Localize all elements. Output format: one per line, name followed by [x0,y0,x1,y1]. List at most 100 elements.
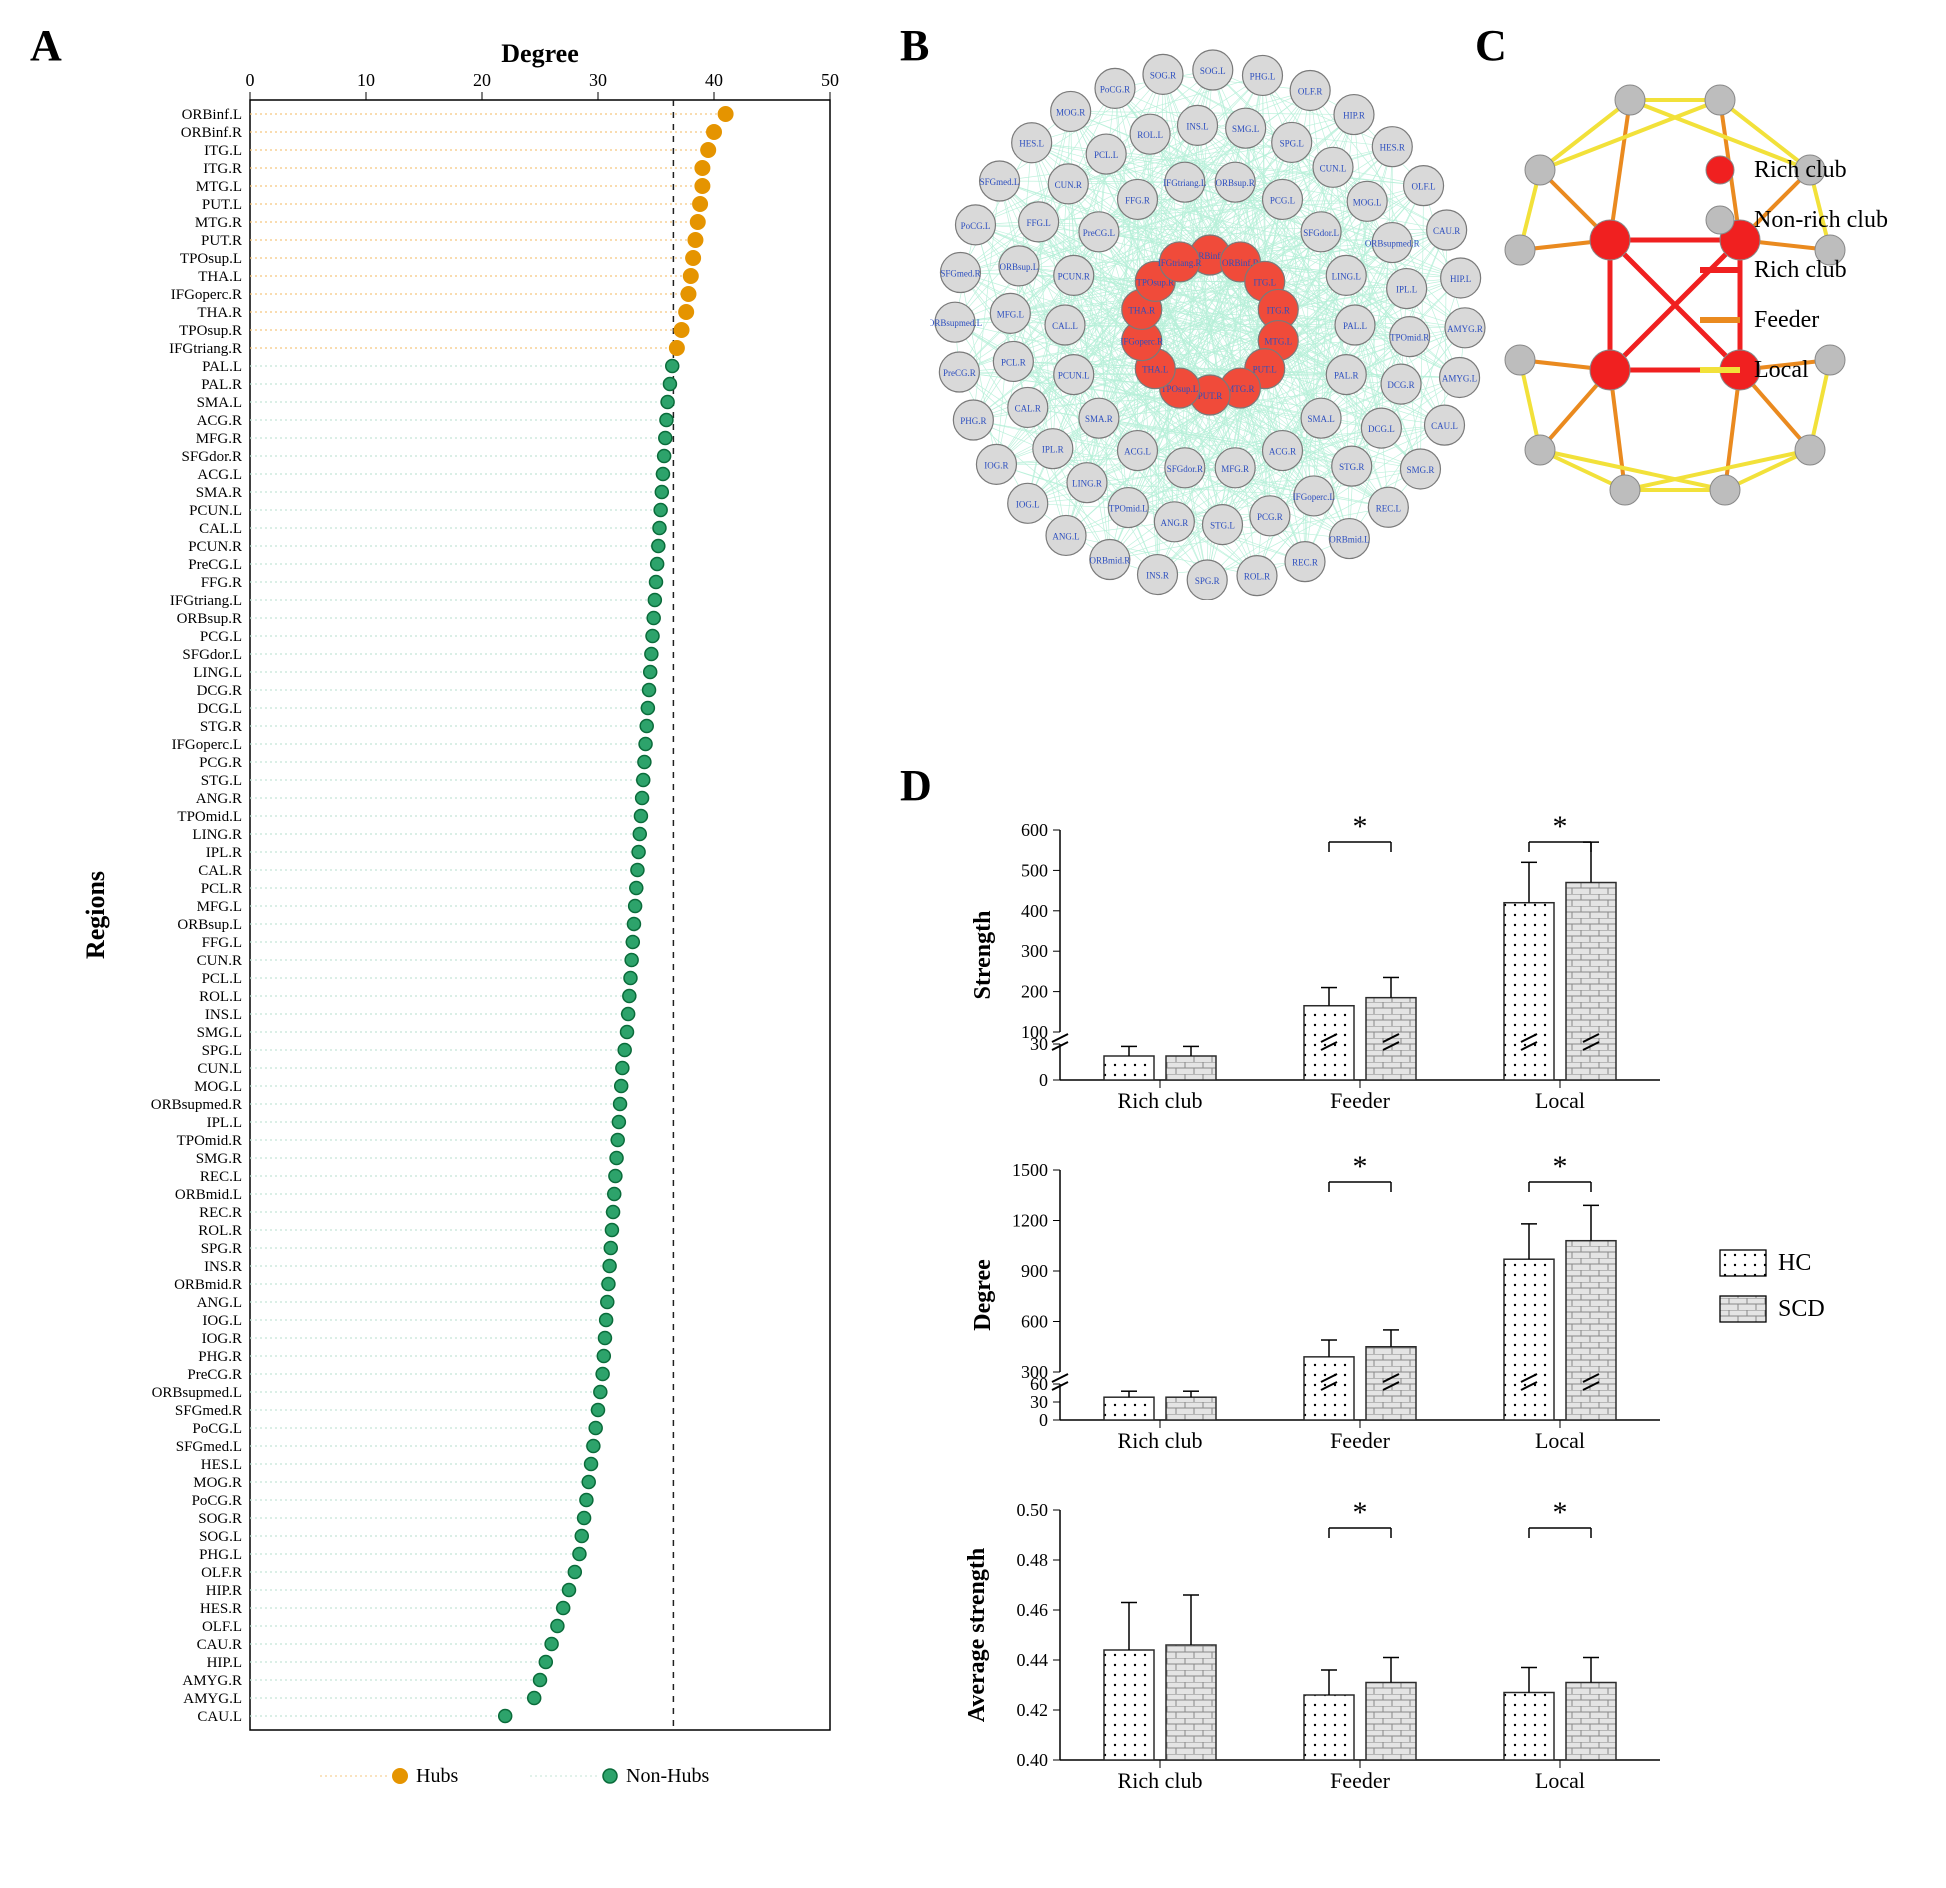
svg-text:40: 40 [705,70,723,90]
svg-text:DCG.R: DCG.R [197,683,242,699]
svg-text:INS.L: INS.L [205,1007,242,1023]
panel-label-a: A [30,20,62,71]
svg-text:SMA.L: SMA.L [197,395,242,411]
svg-text:SPG.L: SPG.L [202,1043,242,1059]
svg-text:SOG.L: SOG.L [1200,66,1226,76]
svg-text:OLF.L: OLF.L [202,1619,242,1635]
svg-text:0.42: 0.42 [1017,1700,1049,1720]
svg-text:*: * [1353,1496,1368,1529]
svg-text:PreCG.R: PreCG.R [943,368,976,378]
svg-text:CAU.L: CAU.L [197,1709,242,1725]
svg-text:600: 600 [1021,1312,1048,1332]
svg-text:IFGoperc.R: IFGoperc.R [1120,337,1163,347]
svg-text:ORBsup.R: ORBsup.R [177,611,242,627]
svg-text:DCG.R: DCG.R [1387,380,1414,390]
svg-text:AMYG.L: AMYG.L [183,1691,242,1707]
svg-text:ORBsup.R: ORBsup.R [1216,178,1255,188]
svg-text:IOG.R: IOG.R [984,460,1008,470]
svg-text:AMYG.R: AMYG.R [1447,324,1483,334]
svg-text:FFG.R: FFG.R [201,575,242,591]
svg-text:FFG.L: FFG.L [1026,218,1050,228]
svg-text:Rich club: Rich club [1118,1428,1203,1453]
svg-text:DCG.L: DCG.L [197,701,242,717]
svg-text:SPG.R: SPG.R [1195,576,1220,586]
svg-text:ANG.R: ANG.R [196,791,242,807]
svg-text:PCG.L: PCG.L [200,629,242,645]
svg-text:PCL.R: PCL.R [201,881,242,897]
svg-text:SFGdor.R: SFGdor.R [182,449,242,465]
panel-a-chart: 01020304050DegreeORBinf.LORBinf.RITG.LIT… [70,40,850,1840]
svg-text:400: 400 [1021,901,1048,921]
svg-text:SPG.L: SPG.L [1280,138,1304,148]
svg-text:IFGoperc.L: IFGoperc.L [172,737,242,753]
panel-c-schematic: Rich clubNon-rich clubRich clubFeederLoc… [1480,40,1930,570]
svg-text:PCG.R: PCG.R [1257,512,1283,522]
svg-text:ORBmid.R: ORBmid.R [1089,556,1130,566]
panel-d-charts: 030100200300400500600StrengthRich clubFe… [960,810,1930,1860]
svg-text:THA.R: THA.R [197,305,242,321]
svg-text:LING.R: LING.R [192,827,242,843]
svg-text:ORBsupmed.R: ORBsupmed.R [1365,239,1420,249]
svg-text:HIP.R: HIP.R [206,1583,242,1599]
svg-text:PUT.L: PUT.L [202,197,242,213]
svg-text:SOG.L: SOG.L [199,1529,242,1545]
svg-text:ORBsup.L: ORBsup.L [177,917,242,933]
svg-text:TPOmid.L: TPOmid.L [1109,504,1148,514]
svg-text:Non-rich club: Non-rich club [1754,207,1888,233]
svg-text:30: 30 [589,70,607,90]
svg-text:SOG.R: SOG.R [198,1511,242,1527]
svg-text:ORBsupmed.R: ORBsupmed.R [151,1097,242,1113]
svg-text:ACG.R: ACG.R [1269,447,1296,457]
svg-text:SFGdor.L: SFGdor.L [182,647,242,663]
svg-text:MTG.L: MTG.L [196,179,242,195]
svg-text:Feeder: Feeder [1330,1428,1391,1453]
svg-text:OLF.R: OLF.R [1298,86,1323,96]
svg-text:STG.R: STG.R [1339,462,1364,472]
svg-text:100: 100 [1021,1022,1048,1042]
svg-text:PUT.R: PUT.R [201,233,242,249]
svg-text:*: * [1553,1496,1568,1529]
svg-text:20: 20 [473,70,491,90]
svg-text:ORBmid.L: ORBmid.L [175,1187,242,1203]
svg-text:CAL.R: CAL.R [198,863,242,879]
svg-text:PCUN.L: PCUN.L [1058,371,1090,381]
svg-text:SMG.L: SMG.L [1232,124,1259,134]
svg-text:*: * [1553,810,1568,843]
svg-text:500: 500 [1021,860,1048,880]
svg-text:PreCG.R: PreCG.R [187,1367,242,1383]
panel-label-b: B [900,20,929,71]
svg-text:1500: 1500 [1012,1160,1048,1180]
svg-text:SPG.R: SPG.R [201,1241,242,1257]
svg-text:PreCG.L: PreCG.L [1083,228,1115,238]
svg-text:CAU.L: CAU.L [1431,421,1458,431]
svg-text:PCUN.R: PCUN.R [188,539,242,555]
svg-text:SFGdor.R: SFGdor.R [1167,464,1203,474]
svg-text:Feeder: Feeder [1754,307,1819,333]
svg-text:0.44: 0.44 [1017,1650,1049,1670]
svg-text:200: 200 [1021,982,1048,1002]
svg-text:HES.L: HES.L [201,1457,242,1473]
svg-text:MOG.L: MOG.L [194,1079,242,1095]
svg-text:HES.R: HES.R [200,1601,242,1617]
figure: A B C D 01020304050DegreeORBinf.LORBinf.… [0,0,1946,1888]
svg-text:LING.L: LING.L [193,665,242,681]
svg-text:STG.L: STG.L [1210,521,1235,531]
svg-text:PoCG.L: PoCG.L [192,1421,242,1437]
svg-text:IFGtriang.L: IFGtriang.L [170,593,242,609]
svg-text:PAL.R: PAL.R [201,377,242,393]
svg-text:Feeder: Feeder [1330,1088,1391,1113]
svg-text:HIP.L: HIP.L [207,1655,242,1671]
svg-text:IFGoperc.L: IFGoperc.L [1293,492,1335,502]
svg-text:OLF.L: OLF.L [1412,182,1436,192]
panel-label-d: D [900,760,932,811]
svg-text:INS.L: INS.L [1186,121,1208,131]
svg-text:SFGmed.R: SFGmed.R [940,269,980,279]
svg-text:THA.L: THA.L [198,269,242,285]
svg-text:PAL.R: PAL.R [1334,371,1358,381]
svg-text:MOG.R: MOG.R [1056,107,1085,117]
svg-text:FFG.L: FFG.L [202,935,242,951]
svg-text:PreCG.L: PreCG.L [188,557,242,573]
svg-text:Average strength: Average strength [964,1548,990,1722]
svg-text:PCUN.R: PCUN.R [1058,271,1090,281]
svg-text:IPL.R: IPL.R [1042,445,1064,455]
